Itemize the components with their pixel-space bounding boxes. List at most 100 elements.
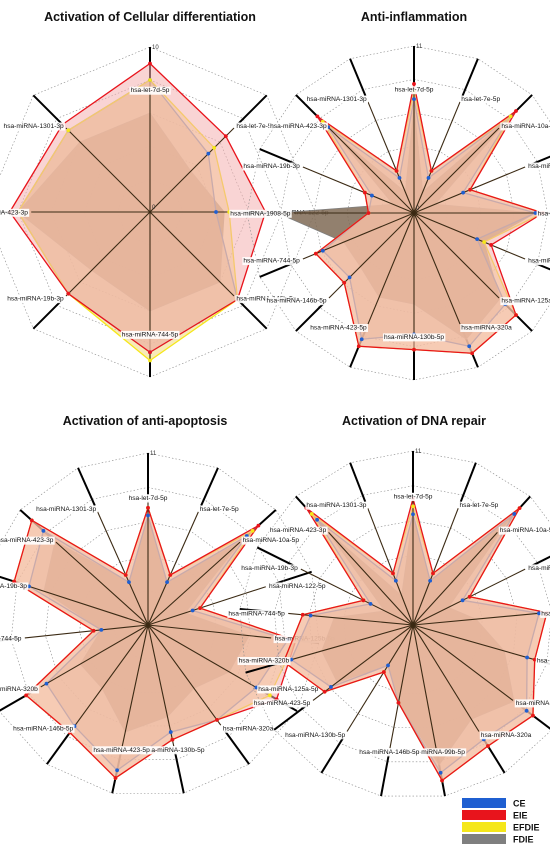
- point-eie: [361, 598, 366, 603]
- category-label: hsa-miRNA-320b: [0, 686, 38, 693]
- label-background: [242, 162, 302, 171]
- axis-line: [55, 541, 149, 626]
- label-background: [242, 257, 302, 266]
- axis-line: [40, 624, 149, 688]
- point-eie: [470, 351, 474, 356]
- point-eie: [440, 778, 444, 783]
- category-label: hsa-miRNA-423-3p: [0, 209, 28, 216]
- label-background: [305, 501, 368, 510]
- point-eie: [315, 114, 320, 119]
- axis-line: [97, 511, 149, 626]
- label-background: [500, 297, 550, 306]
- category-label: hsa-miRNA-146b-5p: [267, 298, 327, 305]
- axis-spoke: [32, 94, 63, 125]
- axis-line: [147, 541, 241, 626]
- label-background: [536, 209, 550, 218]
- point-ce: [386, 663, 390, 668]
- category-label: hsa-miRNA-125a-5p: [258, 686, 318, 693]
- legend-label-eie: EIE: [513, 811, 528, 821]
- point-ce: [370, 193, 374, 198]
- label-background: [407, 748, 467, 757]
- axis-line: [147, 624, 222, 726]
- point-ce: [397, 176, 402, 180]
- grid-ring: [274, 485, 550, 763]
- label-background: [198, 505, 240, 514]
- point-efdie: [250, 528, 255, 533]
- label-background: [540, 609, 550, 618]
- label-background: [229, 209, 292, 218]
- point-ce: [190, 608, 195, 613]
- point-eie: [148, 61, 152, 66]
- category-label: hsa-let-7d-5p: [395, 87, 434, 94]
- point-eie: [170, 737, 175, 742]
- point-eie: [429, 169, 434, 173]
- point-eie: [148, 350, 152, 355]
- axis-line: [292, 624, 414, 660]
- category-label: hsa-miRNA-10a-5p: [243, 537, 300, 544]
- label-background: [129, 86, 171, 95]
- label-background: [0, 685, 40, 694]
- label-background: [120, 330, 180, 339]
- category-label: hsa-miRNA-744-5p: [228, 610, 285, 617]
- category-label: hsa-miRNA-130b-5p: [285, 732, 345, 739]
- point-ce: [533, 211, 538, 215]
- tick-label: 11: [416, 44, 423, 50]
- point-ce: [525, 655, 530, 660]
- category-label: hsa-miRNA-423-5p: [254, 700, 311, 707]
- category-label: hsa-miRNA-1301-3p: [36, 506, 96, 513]
- axis-line: [149, 211, 235, 297]
- point-ce: [438, 770, 443, 775]
- label-background: [35, 505, 98, 514]
- point-eie: [322, 689, 327, 694]
- label-background: [2, 122, 65, 131]
- label-background: [227, 609, 287, 618]
- category-label: hsa-miRNA-320a: [461, 324, 512, 331]
- axis-spoke: [259, 148, 298, 166]
- label-background: [382, 333, 446, 342]
- point-ce: [428, 578, 433, 583]
- axis-line: [147, 624, 272, 639]
- category-label: hsa-miRNA-19b-3p: [7, 296, 64, 303]
- axis-spoke: [237, 94, 268, 125]
- axis-spoke: [295, 302, 325, 332]
- axis-line: [412, 624, 480, 732]
- category-label: hsa-let-7e-5p: [236, 123, 275, 130]
- label-background: [460, 323, 514, 332]
- category-label: hsa-miRNA-146b-5p: [359, 749, 419, 756]
- point-eie: [396, 700, 401, 705]
- label-background: [0, 536, 55, 545]
- axis-line: [413, 212, 461, 325]
- point-ce: [206, 151, 211, 156]
- point-eie: [514, 313, 518, 317]
- category-label: hsa-let-7d-5p: [129, 495, 168, 502]
- point-efdie: [309, 512, 314, 516]
- category-label: hsa-miRNA-19b-3p: [0, 583, 27, 590]
- point-eie: [198, 606, 202, 610]
- point-efdie: [148, 78, 152, 82]
- label-background: [265, 297, 328, 306]
- label-background: [284, 731, 347, 740]
- axis-line: [65, 127, 151, 213]
- point-eie: [431, 571, 435, 576]
- category-label: hsa-miRNA-122-5p: [269, 583, 326, 590]
- point-eie: [363, 190, 367, 195]
- point-ce: [99, 628, 104, 632]
- point-ce: [41, 528, 46, 533]
- label-background: [527, 564, 550, 573]
- label-background: [514, 699, 550, 708]
- point-eie: [91, 628, 96, 633]
- point-efdie: [66, 128, 71, 133]
- legend-label-ce: CE: [513, 799, 526, 809]
- point-eie: [66, 291, 71, 296]
- axis-line: [74, 624, 149, 726]
- label-background: [305, 95, 369, 104]
- category-label: hsa-miRNA-744-5p: [0, 636, 22, 643]
- axis-line: [412, 507, 459, 626]
- axis-line: [302, 166, 415, 214]
- point-eie: [517, 506, 522, 511]
- point-efdie: [148, 358, 152, 363]
- point-ce: [320, 248, 325, 253]
- point-ce: [411, 512, 415, 517]
- axis-line: [413, 101, 461, 214]
- point-efdie: [508, 114, 513, 119]
